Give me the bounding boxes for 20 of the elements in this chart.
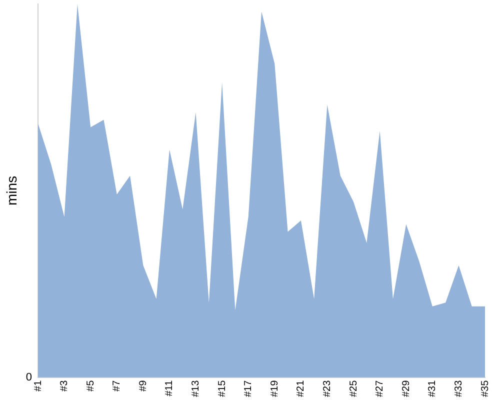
x-tick-label: #1 <box>32 380 44 392</box>
y-axis-title: mins <box>3 176 20 206</box>
x-tick-label: #19 <box>269 380 280 398</box>
x-tick-label: #25 <box>348 380 360 398</box>
x-tick-label: #31 <box>427 380 438 398</box>
x-tick-label: #29 <box>400 380 412 398</box>
x-tick-label: #7 <box>112 380 123 392</box>
x-tick-label: #23 <box>322 380 333 398</box>
x-tick-label: #15 <box>216 380 228 398</box>
x-tick-label: #21 <box>296 380 307 398</box>
x-tick-label: #9 <box>138 380 149 392</box>
x-tick-label: #11 <box>164 380 176 396</box>
x-tick-label: #3 <box>59 380 70 392</box>
x-tick-label: #5 <box>85 380 96 392</box>
text: 0 <box>26 371 32 384</box>
x-tick-label: #17 <box>243 380 254 398</box>
x-tick-label: #35 <box>480 380 491 398</box>
x-tick-label: #13 <box>190 380 202 398</box>
x-tick-label: #27 <box>374 380 386 398</box>
x-tick-label: #33 <box>453 380 464 398</box>
